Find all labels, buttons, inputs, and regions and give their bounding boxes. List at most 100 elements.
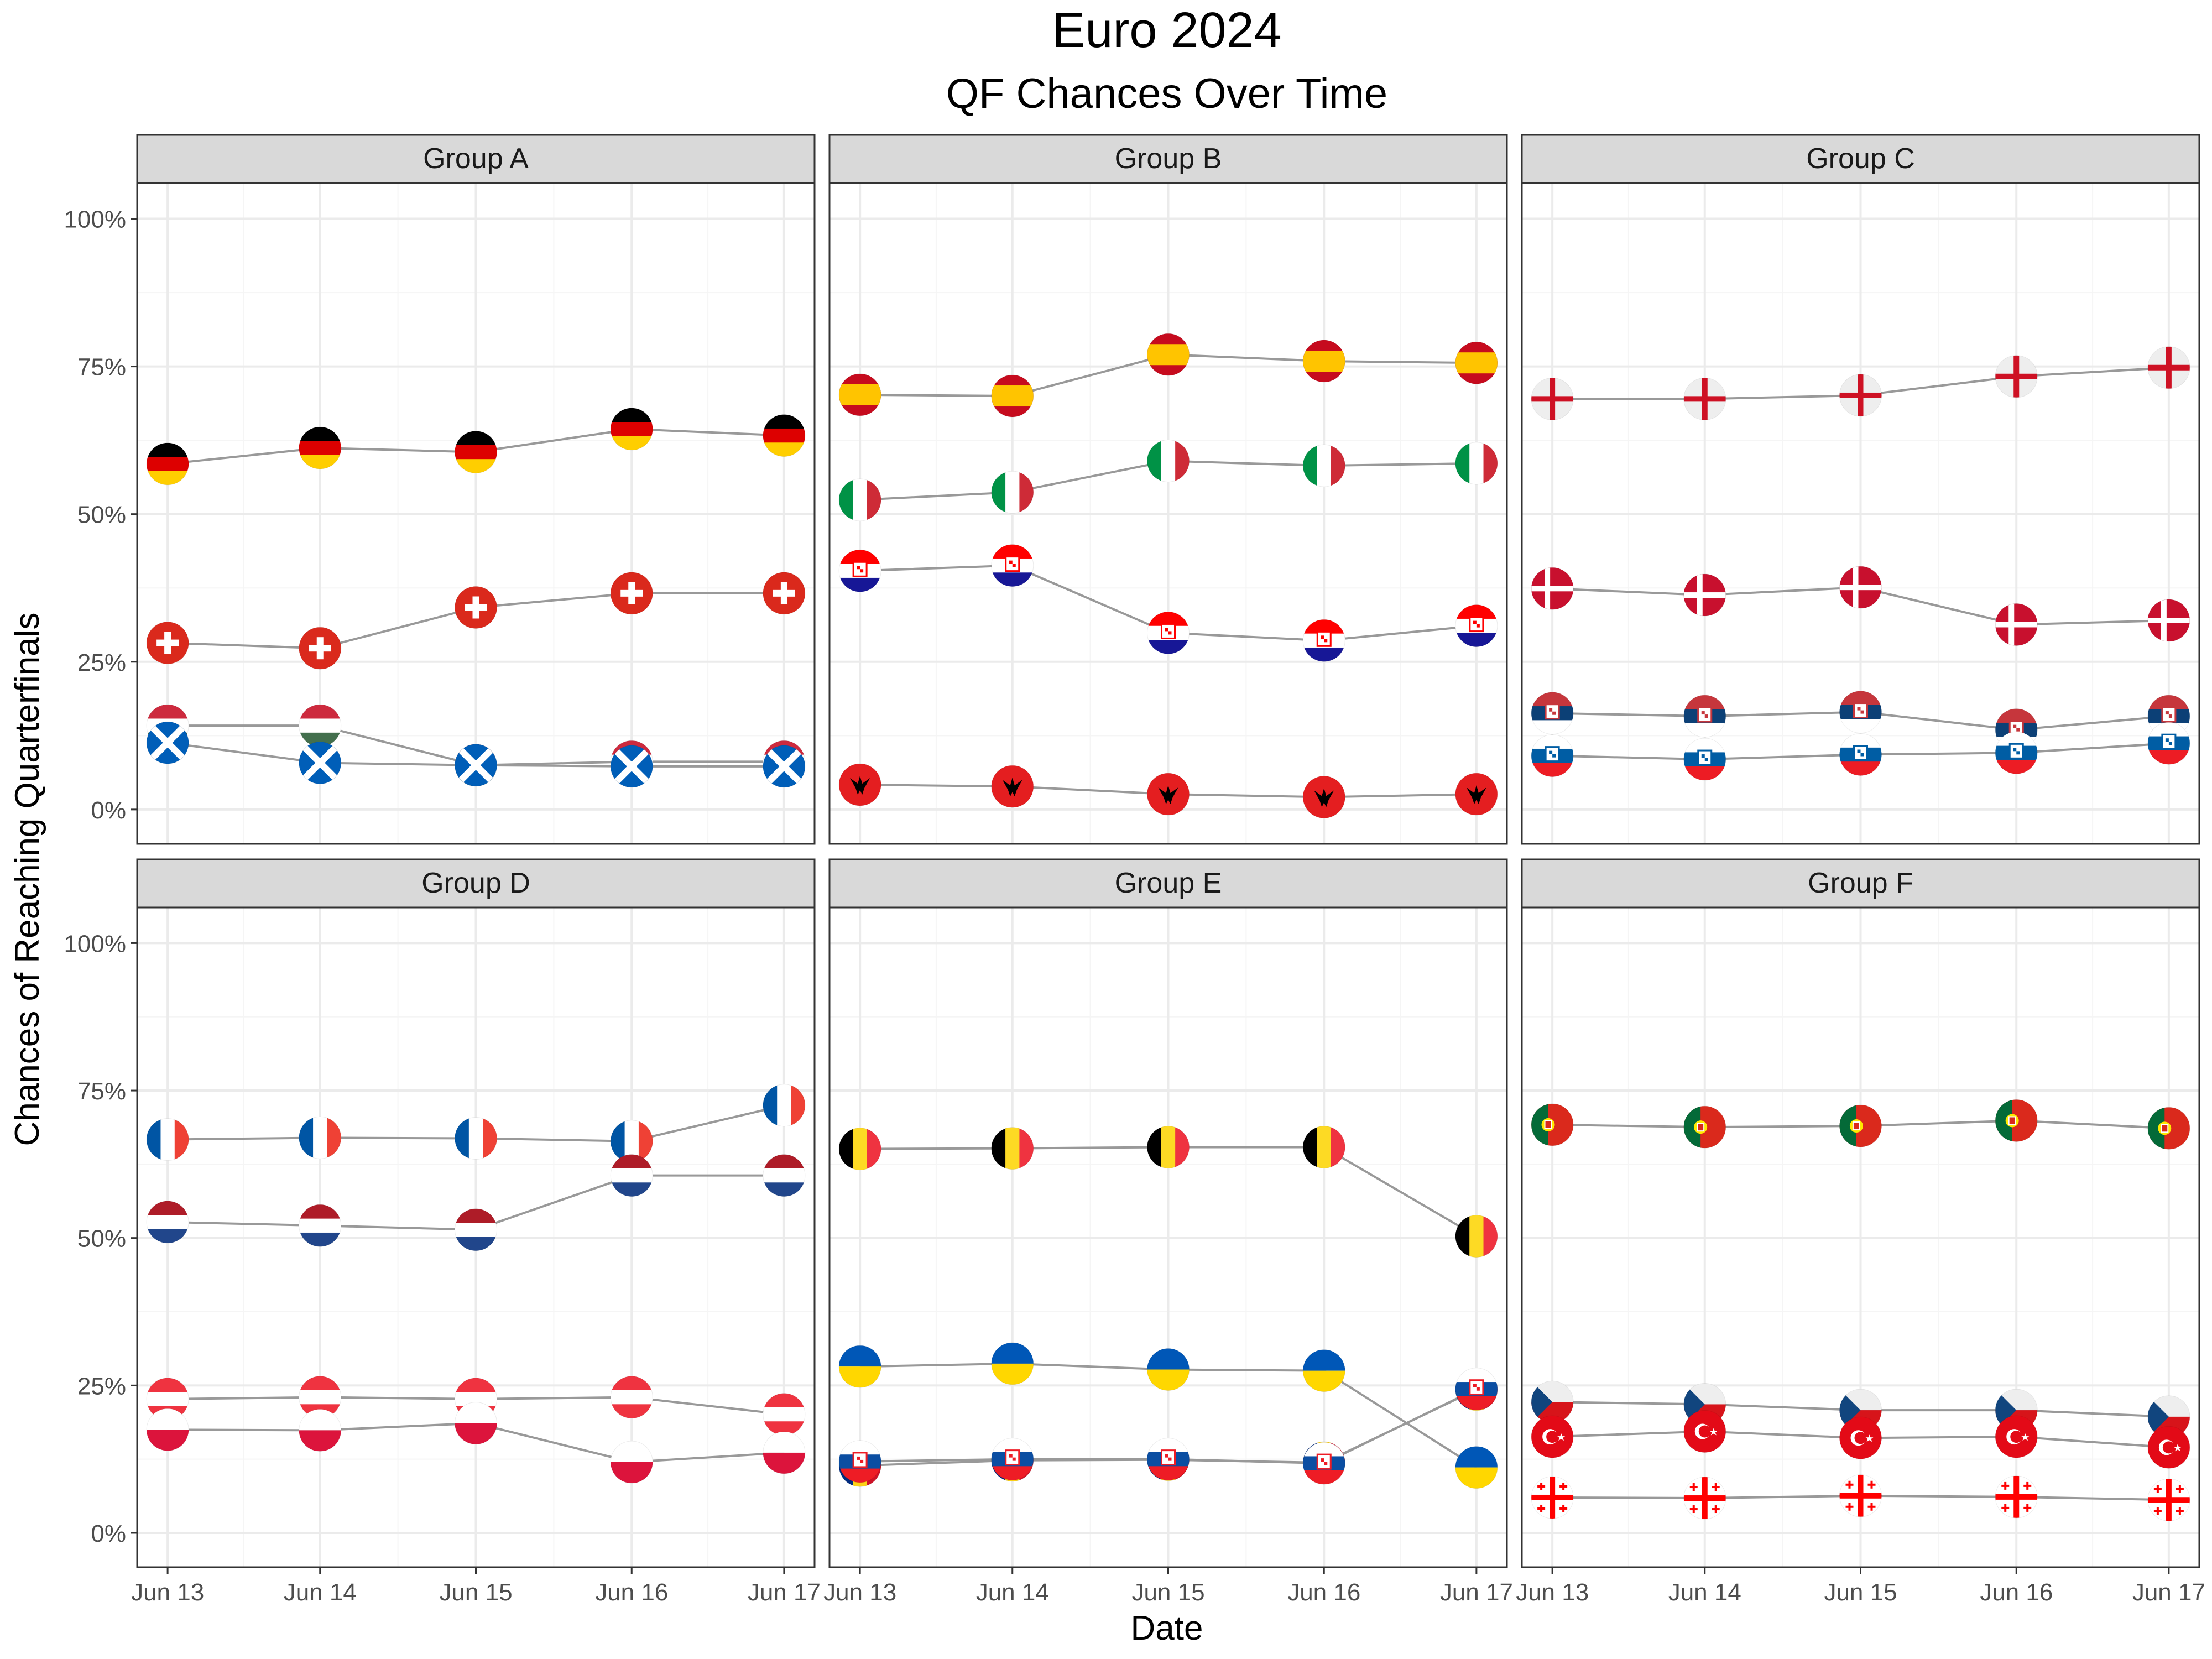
flag-marker-italy [991,471,1034,514]
flag-marker-portugal [1995,1099,2038,1142]
chart-title: Euro 2024 [1052,3,1281,58]
flag-marker-turkey [1839,1416,1882,1459]
x-tick-label: Jun 15 [439,1579,512,1606]
flag-marker-scotland [146,721,189,764]
flag-marker-spain [991,374,1034,418]
flag-marker-ukraine [1302,1349,1345,1392]
flag-marker-switzerland [455,586,497,629]
flag-marker-scotland [299,741,342,784]
flag-marker-switzerland [763,572,806,615]
flag-marker-croatia [838,549,881,592]
flag-marker-poland [763,1431,806,1474]
flag-marker-switzerland [610,572,653,615]
flag-marker-albania [1302,775,1345,818]
facet-strip-label: Group B [1115,143,1222,175]
flag-marker-spain [1302,340,1345,383]
x-tick-label: Jun 15 [1824,1579,1897,1606]
flag-marker-france [763,1084,806,1127]
flag-marker-austria [763,1393,806,1436]
y-tick-label: 75% [77,1078,126,1105]
flag-marker-serbia [1531,692,1574,735]
flag-marker-slovenia [1531,734,1574,778]
flag-marker-germany [455,431,497,474]
flag-marker-turkey [2147,1426,2190,1469]
flag-marker-turkey [1531,1415,1574,1458]
flag-marker-poland [146,1408,189,1451]
chart-subtitle: QF Chances Over Time [946,70,1387,117]
y-tick-label: 25% [77,649,126,676]
y-axis-label: Chances of Reaching Quarterfinals [8,613,46,1146]
flag-marker-scotland [455,744,497,787]
x-tick-label: Jun 16 [595,1579,668,1606]
flag-marker-switzerland [146,622,189,665]
x-tick-label: Jun 14 [1668,1579,1741,1606]
flag-marker-serbia [1839,691,1882,734]
x-tick-label: Jun 17 [1440,1579,1513,1606]
flag-marker-poland [610,1441,653,1484]
facet-panels: Group A 0% 25% 50% 75% 100% Group B Group C Grou… [64,134,2205,1606]
flag-marker-albania [1147,773,1190,816]
x-tick-label: Jun 15 [1131,1579,1204,1606]
y-tick-label: 50% [77,1225,126,1253]
facet-strip [828,134,1508,184]
x-tick-label: Jun 16 [1980,1579,2053,1606]
x-tick-label: Jun 16 [1287,1579,1360,1606]
flag-marker-italy [1455,442,1498,485]
flag-marker-netherlands [610,1154,653,1197]
flag-marker-france [455,1117,497,1160]
flag-marker-denmark [1839,566,1882,609]
flag-marker-austria [610,1376,653,1419]
flag-marker-belgium [1302,1125,1345,1168]
flag-marker-germany [299,426,342,469]
flag-marker-spain [1455,341,1498,384]
facet-strip [136,858,816,909]
panel-group-d: Group D 0% 25% 50% 75% 100% Jun 13 Jun 14 Jun 15… [64,858,821,1606]
flag-marker-germany [610,408,653,451]
flag-marker-england [1531,377,1574,420]
flag-marker-czechia [1839,1389,1882,1432]
panel-group-c: Group C [1521,134,2200,845]
x-tick-label: Jun 17 [2132,1579,2205,1606]
flag-marker-denmark [1531,567,1574,610]
flag-marker-belgium [1455,1214,1498,1258]
y-tick-label: 50% [77,502,126,529]
x-tick-label: Jun 14 [976,1579,1049,1606]
facet-strip-label: Group A [423,143,529,175]
flag-marker-england [2147,346,2190,389]
flag-marker-italy [1302,444,1345,487]
flag-marker-germany [763,414,806,457]
flag-marker-portugal [1531,1103,1574,1146]
flag-marker-croatia [1147,611,1190,654]
flag-marker-georgia [1839,1474,1882,1517]
flag-marker-england [1683,377,1726,420]
x-tick-label: Jun 14 [284,1579,357,1606]
flag-marker-spain [838,373,881,416]
flag-marker-slovakia [1302,1442,1345,1485]
panel-border [1521,182,2200,845]
flag-marker-georgia [1531,1476,1574,1519]
flag-marker-england [1995,355,2038,398]
flag-marker-netherlands [763,1154,806,1197]
flag-marker-albania [991,765,1034,808]
facet-strip-label: Group E [1115,867,1222,899]
flag-marker-netherlands [455,1208,497,1251]
y-tick-label: 75% [77,354,126,381]
flag-marker-slovenia [2147,722,2190,765]
flag-marker-ukraine [991,1342,1034,1385]
flag-marker-poland [455,1402,497,1445]
facet-strip-label: Group F [1808,867,1913,899]
panel-group-b: Group B [828,134,1508,845]
facet-strip-label: Group D [421,867,530,899]
flag-marker-albania [1455,773,1498,816]
panel-border [828,182,1508,845]
flag-marker-croatia [1455,604,1498,648]
flag-marker-france [146,1118,189,1161]
flag-marker-slovakia [1455,1368,1498,1411]
flag-marker-portugal [2147,1107,2190,1150]
flag-marker-netherlands [146,1201,189,1244]
x-tick-label: Jun 17 [748,1579,821,1606]
y-tick-label: 100% [64,206,126,233]
flag-marker-denmark [1995,603,2038,646]
facet-strip [136,134,816,184]
